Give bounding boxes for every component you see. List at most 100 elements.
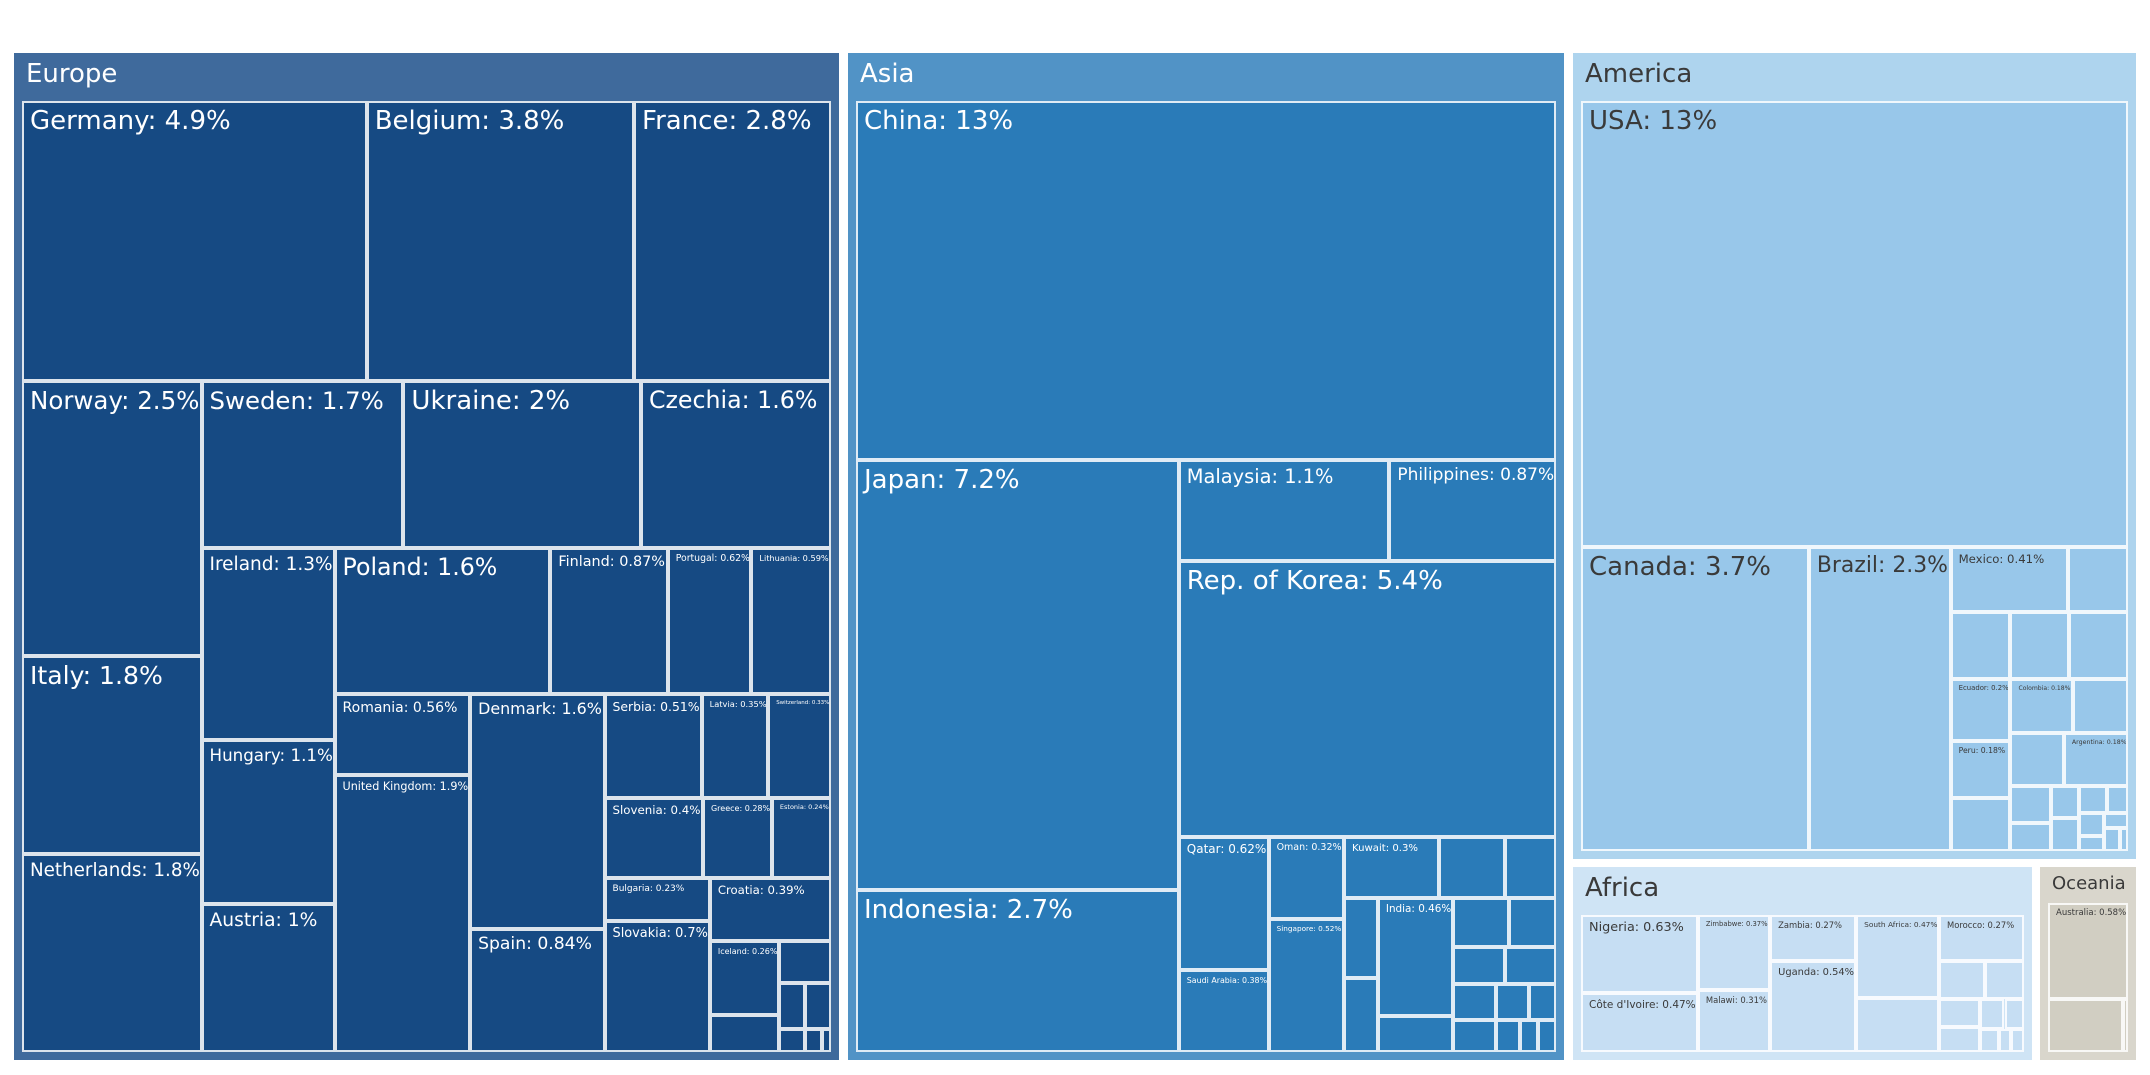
cell-croatia[interactable]: Croatia: 0.39% [709,877,831,942]
cell-serbia[interactable]: Serbia: 0.51% [604,693,702,798]
cell-asia-small-8[interactable] [1496,1019,1520,1052]
cell-africa-small-1[interactable] [1939,961,1986,999]
cell-united-kingdom[interactable]: United Kingdom: 1.9% [334,775,471,1052]
cell-america-small-11[interactable] [2119,827,2128,851]
cell-europe-small-3[interactable] [779,1029,806,1052]
cell-colombia[interactable]: Colombia: 0.18% [2010,678,2073,733]
cell-romania[interactable]: Romania: 0.56% [334,693,471,776]
cell-asia-small-2[interactable] [1453,946,1505,985]
cell-philippines[interactable]: Philippines: 0.87% [1389,459,1556,561]
cell-costa-rica[interactable] [2068,612,2128,679]
cell-thailand[interactable] [1344,898,1378,978]
cell-asia-small-3[interactable] [1504,946,1556,985]
cell-iceland[interactable]: Iceland: 0.26% [709,941,780,1016]
cell-africa-small-8[interactable] [1998,1028,2012,1052]
cell-nigeria[interactable]: Nigeria: 0.63% [1581,915,1698,994]
cell-america-small-5[interactable] [2079,785,2108,813]
cell-denmark[interactable]: Denmark: 1.6% [470,693,605,929]
cell-bulgaria[interactable]: Bulgaria: 0.23% [604,877,710,921]
cell-australia[interactable]: Australia: 0.58% [2048,903,2128,1000]
cell-hungary[interactable]: Hungary: 1.1% [201,740,335,904]
cell-el-salvador[interactable] [2072,678,2128,733]
cell-canada[interactable]: Canada: 3.7% [1581,546,1809,851]
cell-asia-small-7[interactable] [1528,984,1556,1020]
cell-asia-small-4[interactable] [1453,984,1496,1021]
cell-argentina[interactable]: Argentina: 0.18% [2063,732,2128,786]
cell-america-small-2[interactable] [2010,822,2051,851]
cell-italy[interactable]: Italy: 1.8% [22,656,202,855]
cell-honduras[interactable] [2009,612,2069,679]
cell-rep-of-korea[interactable]: Rep. of Korea: 5.4% [1178,560,1556,837]
cell-turkiye[interactable] [1344,977,1378,1052]
cell-austria[interactable]: Austria: 1% [201,903,335,1052]
cell-united-rep-of-tanzania[interactable] [1856,997,1939,1052]
cell-america-small-7[interactable] [2079,812,2104,836]
cell-usa[interactable]: USA: 13% [1581,101,2128,547]
cell-luxembourg[interactable] [709,1015,780,1052]
cell-portugal[interactable]: Portugal: 0.62% [667,547,752,694]
cell-greece[interactable]: Greece: 0.28% [702,797,772,878]
cell-america-small-4[interactable] [2050,818,2080,851]
cell-brazil[interactable]: Brazil: 2.3% [1808,546,1951,851]
cell-poland[interactable]: Poland: 1.6% [334,547,551,694]
cell-asia-small-5[interactable] [1453,1020,1496,1052]
cell-norway[interactable]: Norway: 2.5% [22,381,202,657]
cell-malaysia[interactable]: Malaysia: 1.1% [1178,459,1390,561]
cell-asia-small-1[interactable] [1508,898,1556,947]
cell-america-small-a[interactable] [1950,797,2011,851]
cell-oman[interactable]: Oman: 0.32% [1268,836,1345,919]
cell-estonia[interactable]: Estonia: 0.24% [771,797,831,878]
cell-europe-small-2[interactable] [805,983,831,1030]
cell-zambia[interactable]: Zambia: 0.27% [1770,915,1857,961]
cell-peru[interactable]: Peru: 0.18% [1950,741,2011,798]
cell-south-africa[interactable]: South Africa: 0.47% [1856,915,1939,998]
cell-saudi-arabia[interactable]: Saudi Arabia: 0.38% [1178,970,1269,1052]
cell-america-small-b[interactable] [2010,732,2064,786]
cell-india[interactable]: India: 0.46% [1377,898,1454,1017]
cell-europe-small-1[interactable] [779,983,806,1030]
cell-bahrain[interactable] [1377,1016,1454,1052]
cell-africa-small-6[interactable] [2004,998,2024,1029]
cell-ecuador[interactable]: Ecuador: 0.2% [1950,678,2011,742]
cell-c-te-d-ivoire[interactable]: Côte d'Ivoire: 0.47% [1581,993,1698,1052]
cell-switzerland[interactable]: Switzerland: 0.33% [768,693,831,798]
cell-europe-small-4[interactable] [805,1029,823,1052]
cell-spain[interactable]: Spain: 0.84% [470,928,605,1052]
cell-america-small-1[interactable] [2010,785,2051,823]
cell-america-small-3[interactable] [2050,785,2080,819]
cell-africa-small-5[interactable] [1980,998,2005,1029]
cell-ukraine[interactable]: Ukraine: 2% [403,381,641,548]
cell-america-small-6[interactable] [2107,785,2128,813]
cell-africa-small-7[interactable] [1980,1028,1999,1052]
cell-azerbaijan[interactable] [1505,836,1556,898]
cell-kuwait[interactable]: Kuwait: 0.3% [1344,836,1439,898]
cell-ireland[interactable]: Ireland: 1.3% [201,547,335,741]
cell-africa-small-4[interactable] [1939,1027,1981,1052]
cell-sweden[interactable]: Sweden: 1.7% [201,381,404,548]
cell-africa-small-9[interactable] [2011,1028,2024,1052]
cell-japan[interactable]: Japan: 7.2% [856,459,1179,891]
cell-asia-small-6[interactable] [1496,984,1529,1020]
cell-slovakia[interactable]: Slovakia: 0.7% [604,920,710,1052]
cell-qatar[interactable]: Qatar: 0.62% [1178,836,1269,971]
cell-uganda[interactable]: Uganda: 0.54% [1770,960,1857,1052]
cell-asia-small-10[interactable] [1538,1019,1556,1052]
cell-mexico[interactable]: Mexico: 0.41% [1950,546,2068,613]
cell-america-small-8[interactable] [2079,835,2104,851]
cell-new-zealand[interactable] [2048,999,2123,1052]
cell-guatemala[interactable] [2067,546,2128,613]
cell-france[interactable]: France: 2.8% [634,101,831,382]
cell-morocco[interactable]: Morocco: 0.27% [1939,915,2024,962]
cell-china[interactable]: China: 13% [856,101,1556,460]
cell-africa-small-2[interactable] [1985,961,2024,999]
cell-china-hong-kong-sar[interactable] [1438,836,1506,898]
cell-lithuania[interactable]: Lithuania: 0.59% [751,547,831,694]
cell-oceania-small-1[interactable] [2123,999,2128,1052]
cell-latvia[interactable]: Latvia: 0.35% [701,693,769,798]
cell-belgium[interactable]: Belgium: 3.8% [366,101,635,382]
cell-africa-small-3[interactable] [1939,998,1981,1028]
cell-rep-of-moldova[interactable] [779,941,831,984]
cell-netherlands[interactable]: Netherlands: 1.8% [22,854,202,1052]
cell-finland[interactable]: Finland: 0.87% [550,547,668,694]
cell-singapore[interactable]: Singapore: 0.52% [1268,918,1345,1052]
